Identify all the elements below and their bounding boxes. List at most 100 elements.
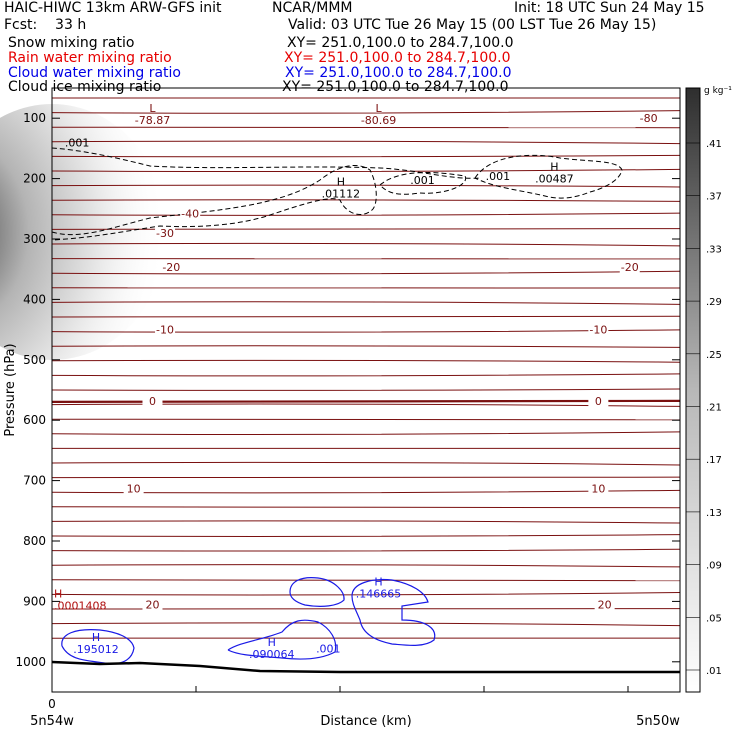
colorbar-tick-label: .09 — [706, 561, 722, 572]
temperature-contour-label: 20 — [145, 598, 159, 611]
temperature-contour-line — [51, 564, 681, 568]
y-tick-label: 800 — [23, 534, 46, 548]
cloud-water-contour-right — [351, 578, 436, 646]
colorbar-tick-label: .33 — [706, 244, 722, 255]
temperature-contour-line — [51, 534, 681, 537]
temperature-label-bg — [155, 226, 176, 239]
colorbar-tick-label: .21 — [706, 403, 722, 414]
valid-time: Valid: 03 UTC Tue 26 May 15 (00 LST Tue … — [288, 17, 657, 33]
temperature-contour-label: 10 — [127, 482, 141, 495]
surface-terrain-line — [51, 660, 680, 674]
temperature-label-bg — [619, 260, 640, 273]
temperature-label-bg — [588, 482, 609, 495]
cloud-water-contour-upper — [289, 577, 345, 607]
temperature-contour-label: 10 — [591, 482, 605, 495]
y-tick-label: 700 — [23, 474, 46, 488]
extremum-value-label: -80.69 — [361, 114, 396, 127]
colorbar-tick-label: .05 — [706, 613, 722, 624]
temperature-label-bg — [142, 394, 163, 407]
extremum-value-label: .090064 — [249, 648, 295, 661]
extremum-marker: H — [92, 631, 100, 644]
colorbar-tick-label: .13 — [706, 508, 722, 519]
temperature-contour-line — [51, 476, 681, 479]
temperature-contour-label: -30 — [156, 227, 174, 240]
temperature-label-bg — [142, 598, 163, 611]
temperature-contour-label: 0 — [149, 395, 156, 408]
extremum-marker: H — [54, 587, 62, 600]
colorbar-tick-label: .37 — [706, 192, 722, 203]
extremum-value-label: -78.87 — [135, 114, 170, 127]
temperature-contour-line — [51, 548, 681, 552]
temperature-contour-line — [51, 270, 681, 275]
field-xy-cloud-water: XY= 251.0,100.0 to 284.7,100.0 — [285, 65, 512, 81]
extremum-value-label: .01112 — [322, 188, 361, 201]
temperature-contour-line — [51, 329, 681, 333]
temperature-label-bg — [594, 598, 615, 611]
left-title: HAIC-HIWC 13km ARW-GFS init — [4, 0, 222, 16]
temperature-label-bg — [123, 482, 144, 495]
temperature-contour-label: 20 — [598, 598, 612, 611]
cloud-ice-contour-lower — [51, 165, 377, 241]
temperature-contour-line — [51, 403, 681, 407]
temperature-contour-line — [51, 592, 681, 596]
extremum-value-label: .195012 — [73, 643, 119, 656]
y-tick-label: 600 — [23, 413, 46, 427]
x-axis-label: Distance (km) — [320, 714, 411, 729]
extremum-marker: L — [149, 102, 156, 115]
temperature-contour-line — [51, 315, 681, 318]
cloud-ice-contour-right — [474, 154, 623, 199]
extremum-value-label: .146665 — [356, 587, 402, 600]
field-xy-rain: XY= 251.0,100.0 to 284.7,100.0 — [284, 50, 511, 66]
y-tick-label: 100 — [23, 111, 46, 125]
temperature-contour-line — [51, 579, 681, 582]
field-label-rain: Rain water mixing ratio — [8, 50, 172, 66]
temperature-label-bg — [588, 394, 609, 407]
field-xy-cloud-ice: XY= 251.0,100.0 to 284.7,100.0 — [282, 79, 509, 95]
cloud-ice-contour-upper — [51, 147, 481, 179]
temperature-contour-line — [51, 242, 681, 247]
colorbar-tick-label: .41 — [706, 139, 722, 150]
temperature-label-bg — [588, 323, 609, 336]
temperature-contour-line — [51, 110, 681, 114]
temperature-contour-line — [51, 622, 681, 627]
temperature-contour-line — [51, 373, 681, 377]
forecast-hour: Fcst: 33 h — [4, 17, 87, 33]
temperature-contour-line — [51, 418, 681, 421]
temperature-contour-label: -10 — [589, 324, 607, 337]
plot-frame — [51, 87, 681, 693]
temperature-contour-line — [51, 126, 681, 129]
extremum-marker: H — [374, 575, 382, 588]
colorbar-tick-label: .17 — [706, 455, 722, 466]
extremum-value-label: .0001408 — [54, 599, 107, 612]
cloud-water-contour-center — [227, 619, 337, 660]
extremum-marker: H — [550, 160, 558, 173]
field-xy-snow: XY= 251.0,100.0 to 284.7,100.0 — [287, 35, 514, 51]
extremum-marker: H — [268, 636, 276, 649]
cloud-ice-contour-mid — [379, 172, 467, 195]
extremum-marker: L — [375, 102, 382, 115]
temperature-contour-label: 0 — [595, 395, 602, 408]
temperature-label-bg — [161, 260, 182, 273]
temperature-label-bg — [155, 323, 176, 336]
temperature-contour-label: -10 — [156, 324, 174, 337]
y-tick-label: 300 — [23, 232, 46, 246]
x-start-location-label: 5n54w — [30, 714, 74, 729]
temperature-contour-label: -40 — [181, 208, 199, 221]
contour-value-label: .001 — [486, 170, 511, 183]
field-label-snow: Snow mixing ratio — [8, 35, 135, 51]
temperature-contour-line — [51, 489, 681, 494]
temperature-label-bg — [638, 112, 659, 125]
temperature-label-bg — [180, 207, 201, 220]
temperature-contour-line — [51, 388, 681, 391]
temperature-contour-line — [51, 359, 681, 363]
y-tick-label: 500 — [23, 353, 46, 367]
colorbar-tick-label: .29 — [706, 297, 722, 308]
field-label-cloud-ice: Cloud ice mixing ratio — [8, 79, 162, 95]
temperature-contour-line — [51, 431, 681, 435]
temperature-contour-line — [51, 184, 681, 188]
contour-value-label: .001 — [65, 137, 90, 150]
temperature-contour-line — [51, 461, 681, 466]
temperature-contour-line — [51, 301, 681, 305]
y-tick-label: 200 — [23, 172, 46, 186]
